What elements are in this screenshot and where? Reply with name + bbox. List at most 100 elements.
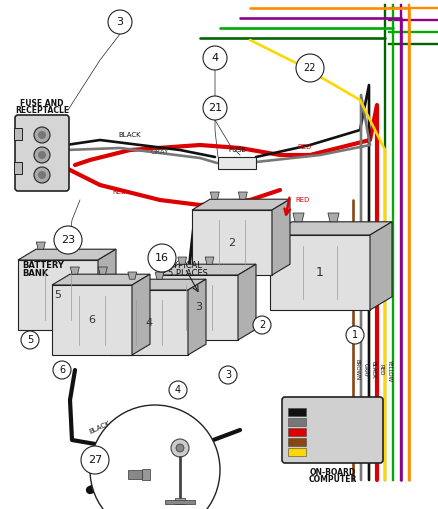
Polygon shape [98, 249, 116, 330]
Text: 21: 21 [208, 103, 222, 113]
Polygon shape [369, 222, 391, 310]
Bar [287, 418, 305, 426]
Circle shape [53, 361, 71, 379]
Circle shape [295, 54, 323, 82]
Polygon shape [110, 279, 205, 290]
Text: 1: 1 [315, 266, 323, 279]
Bar [14, 128, 22, 140]
Bar [141, 469, 150, 480]
Polygon shape [292, 213, 304, 222]
Polygon shape [52, 274, 150, 285]
Text: 3: 3 [116, 17, 123, 27]
Circle shape [38, 131, 46, 139]
Polygon shape [205, 257, 213, 264]
Circle shape [81, 446, 109, 474]
Circle shape [345, 326, 363, 344]
Polygon shape [64, 242, 73, 249]
Polygon shape [272, 199, 290, 275]
Circle shape [176, 444, 184, 452]
Circle shape [38, 171, 46, 179]
Polygon shape [98, 267, 107, 274]
Text: YELLOW: YELLOW [386, 359, 391, 381]
Circle shape [34, 147, 50, 163]
Polygon shape [210, 192, 219, 199]
Text: 4: 4 [211, 53, 218, 63]
Circle shape [202, 96, 226, 120]
Circle shape [21, 331, 39, 349]
Polygon shape [327, 213, 338, 222]
Polygon shape [191, 199, 290, 210]
Polygon shape [52, 285, 132, 355]
Text: 2: 2 [228, 238, 235, 247]
Circle shape [148, 244, 176, 272]
Text: 1: 1 [351, 330, 357, 340]
Text: FUSE: FUSE [228, 147, 245, 153]
Bar [218, 157, 255, 169]
Text: 6: 6 [88, 315, 95, 325]
Circle shape [169, 381, 187, 399]
Text: 5: 5 [27, 335, 33, 345]
Text: 27: 27 [88, 455, 102, 465]
Text: RED: RED [378, 364, 383, 376]
Text: BATTERY: BATTERY [22, 261, 64, 269]
Polygon shape [18, 249, 116, 260]
Text: ON-BOARD: ON-BOARD [309, 468, 355, 477]
Bar [128, 470, 141, 479]
Text: 2: 2 [258, 320, 265, 330]
Bar [287, 408, 305, 416]
Polygon shape [127, 272, 136, 279]
Polygon shape [159, 264, 255, 275]
Polygon shape [36, 242, 45, 249]
Polygon shape [177, 257, 186, 264]
Text: 23: 23 [61, 235, 75, 245]
Text: 5 PLACES: 5 PLACES [168, 269, 208, 278]
Polygon shape [159, 275, 237, 340]
Circle shape [108, 10, 132, 34]
Polygon shape [238, 192, 247, 199]
Bar [165, 500, 194, 504]
Polygon shape [155, 272, 163, 279]
Text: 4: 4 [145, 318, 152, 327]
Text: TYPICAL: TYPICAL [168, 261, 201, 269]
Text: RECEPTACLE: RECEPTACLE [15, 106, 69, 115]
Text: BROWN: BROWN [354, 359, 359, 381]
FancyBboxPatch shape [281, 397, 382, 463]
Text: RED: RED [297, 144, 311, 150]
Text: BLACK: BLACK [118, 132, 141, 138]
Circle shape [54, 226, 82, 254]
Text: 16: 16 [155, 253, 169, 263]
Text: 5: 5 [54, 290, 61, 300]
Text: FUSE AND: FUSE AND [20, 99, 64, 108]
Circle shape [38, 151, 46, 159]
Polygon shape [191, 210, 272, 275]
Bar [287, 428, 305, 436]
Circle shape [252, 316, 270, 334]
Text: 3: 3 [195, 302, 202, 313]
Circle shape [171, 439, 189, 457]
Circle shape [34, 167, 50, 183]
Bar [287, 438, 305, 446]
Circle shape [219, 366, 237, 384]
Text: 4: 4 [174, 385, 180, 395]
Circle shape [202, 46, 226, 70]
Circle shape [34, 127, 50, 143]
Bar [175, 498, 184, 504]
Polygon shape [110, 290, 187, 355]
Text: 6: 6 [59, 365, 65, 375]
Text: RED: RED [294, 197, 309, 203]
Text: BLACK: BLACK [88, 420, 111, 435]
Text: RED: RED [113, 189, 127, 195]
Text: BANK: BANK [22, 269, 48, 278]
Polygon shape [269, 235, 369, 310]
Polygon shape [70, 267, 79, 274]
Text: BLACK: BLACK [370, 361, 375, 379]
Polygon shape [187, 279, 205, 355]
Polygon shape [132, 274, 150, 355]
FancyBboxPatch shape [15, 115, 69, 191]
Polygon shape [269, 222, 391, 235]
Text: GRAY: GRAY [151, 149, 169, 155]
Text: 3: 3 [224, 370, 230, 380]
Circle shape [90, 405, 219, 509]
Bar [14, 162, 22, 174]
Text: GRAY: GRAY [362, 363, 367, 377]
